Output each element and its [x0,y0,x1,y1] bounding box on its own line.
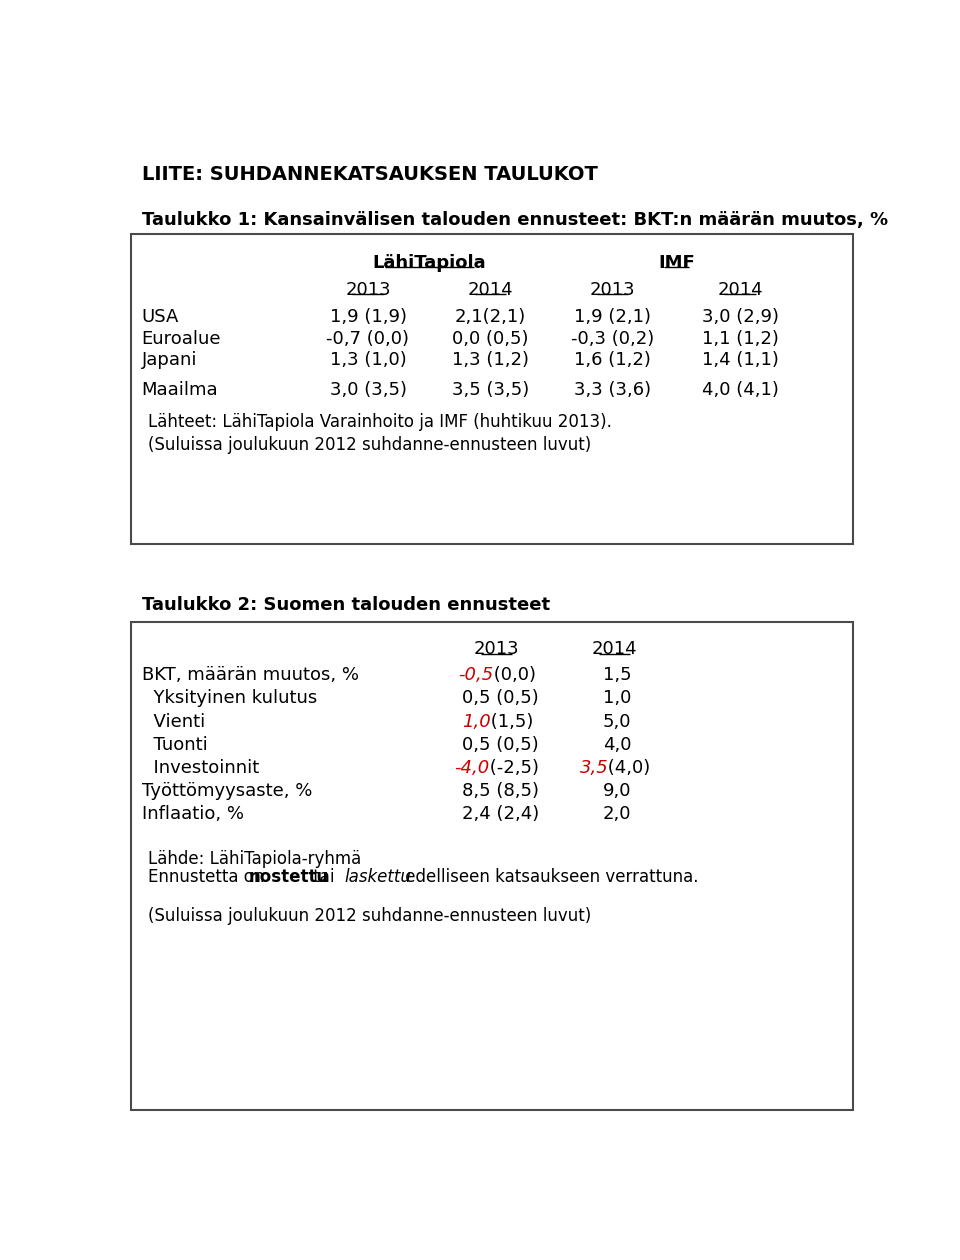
Text: Vienti: Vienti [142,713,204,731]
Text: BKT, määrän muutos, %: BKT, määrän muutos, % [142,667,359,684]
Text: 2,4 (2,4): 2,4 (2,4) [462,805,539,823]
Text: Lähde: LähiTapiola-ryhmä: Lähde: LähiTapiola-ryhmä [148,849,361,868]
Text: -0,5: -0,5 [458,667,493,684]
Text: 9,0: 9,0 [603,781,632,800]
Text: 1,3 (1,2): 1,3 (1,2) [452,352,529,369]
Text: 3,5 (3,5): 3,5 (3,5) [452,381,529,398]
Text: 2014: 2014 [717,281,763,299]
Text: Euroalue: Euroalue [142,330,221,348]
Text: 1,6 (1,2): 1,6 (1,2) [574,352,651,369]
Text: 5,0: 5,0 [603,713,632,731]
Text: 4,0 (4,1): 4,0 (4,1) [702,381,779,398]
Text: 3,0 (2,9): 3,0 (2,9) [702,309,779,326]
Text: Yksityinen kulutus: Yksityinen kulutus [142,689,317,707]
Text: Maailma: Maailma [142,381,218,398]
Text: LähiTapiola: LähiTapiola [372,253,486,272]
Bar [131,234,853,544]
Text: Japani: Japani [142,352,197,369]
Text: -0,3 (0,2): -0,3 (0,2) [571,330,655,348]
Text: 2013: 2013 [474,640,519,658]
Text: 2013: 2013 [346,281,391,299]
Text: (Suluissa joulukuun 2012 suhdanne-ennusteen luvut): (Suluissa joulukuun 2012 suhdanne-ennust… [148,436,591,454]
Text: Ennustetta on: Ennustetta on [148,868,270,886]
Text: 1,3 (1,0): 1,3 (1,0) [329,352,406,369]
Text: USA: USA [142,309,180,326]
Text: IMF: IMF [658,253,695,272]
Text: 1,9 (2,1): 1,9 (2,1) [574,309,652,326]
Text: Taulukko 1: Kansainvälisen talouden ennusteet: BKT:n määrän muutos, %: Taulukko 1: Kansainvälisen talouden ennu… [142,212,888,229]
Text: -4,0: -4,0 [454,759,490,776]
Text: 0,5 (0,5): 0,5 (0,5) [462,689,539,707]
Text: 2014: 2014 [468,281,514,299]
Text: 3,5: 3,5 [580,759,609,776]
Text: laskettu: laskettu [344,868,411,886]
Text: 3,3 (3,6): 3,3 (3,6) [574,381,652,398]
Text: Lähteet: LähiTapiola Varainhoito ja IMF (huhtikuu 2013).: Lähteet: LähiTapiola Varainhoito ja IMF … [148,413,612,431]
Text: 1,0: 1,0 [462,713,491,731]
Text: Tuonti: Tuonti [142,736,207,753]
Text: LIITE: SUHDANNEKATSAUKSEN TAULUKOT: LIITE: SUHDANNEKATSAUKSEN TAULUKOT [142,165,597,184]
Text: 2013: 2013 [590,281,636,299]
Text: -0,7 (0,0): -0,7 (0,0) [326,330,410,348]
Text: 1,4 (1,1): 1,4 (1,1) [702,352,779,369]
Text: 1,9 (1,9): 1,9 (1,9) [329,309,406,326]
Text: Inflaatio, %: Inflaatio, % [142,805,244,823]
Bar [131,622,853,1110]
Text: edelliseen katsaukseen verrattuna.: edelliseen katsaukseen verrattuna. [399,868,698,886]
Text: 8,5 (8,5): 8,5 (8,5) [462,781,539,800]
Text: 4,0: 4,0 [603,736,632,753]
Text: (4,0): (4,0) [602,759,651,776]
Text: (0,0): (0,0) [489,667,537,684]
Text: 2,0: 2,0 [603,805,632,823]
Text: nostettu: nostettu [249,868,329,886]
Text: Taulukko 2: Suomen talouden ennusteet: Taulukko 2: Suomen talouden ennusteet [142,596,550,615]
Text: 2,1(2,1): 2,1(2,1) [455,309,526,326]
Text: 2014: 2014 [591,640,637,658]
Text: 1,5: 1,5 [603,667,632,684]
Text: (1,5): (1,5) [485,713,533,731]
Text: (Suluissa joulukuun 2012 suhdanne-ennusteen luvut): (Suluissa joulukuun 2012 suhdanne-ennust… [148,907,591,925]
Text: 3,0 (3,5): 3,0 (3,5) [329,381,406,398]
Text: (-2,5): (-2,5) [485,759,540,776]
Text: 1,1 (1,2): 1,1 (1,2) [702,330,779,348]
Text: 0,0 (0,5): 0,0 (0,5) [452,330,529,348]
Text: tai: tai [308,868,340,886]
Text: 0,5 (0,5): 0,5 (0,5) [462,736,539,753]
Text: 1,0: 1,0 [603,689,631,707]
Text: Investoinnit: Investoinnit [142,759,259,776]
Text: Työttömyysaste, %: Työttömyysaste, % [142,781,312,800]
